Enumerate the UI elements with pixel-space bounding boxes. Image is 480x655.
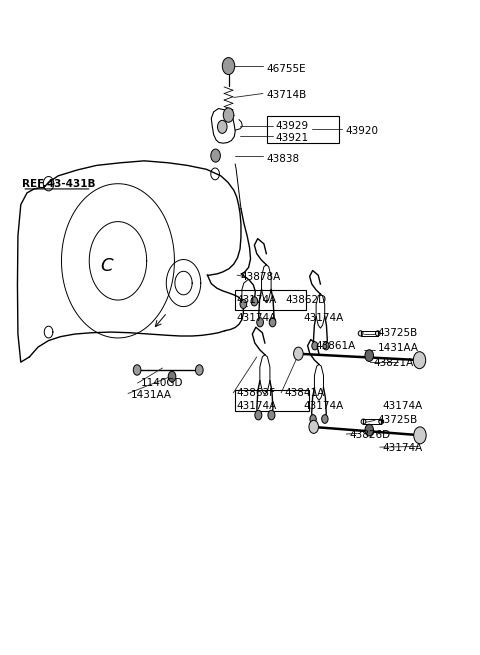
Circle shape	[414, 427, 426, 444]
Text: 43174A: 43174A	[383, 401, 423, 411]
Text: 43862D: 43862D	[286, 295, 326, 305]
Circle shape	[217, 121, 227, 134]
Text: REF.43-431B: REF.43-431B	[22, 179, 96, 189]
Text: 1431AA: 1431AA	[378, 343, 419, 354]
Text: 43841A: 43841A	[284, 388, 324, 398]
Text: 43725B: 43725B	[378, 415, 418, 425]
Circle shape	[413, 352, 426, 369]
Circle shape	[240, 299, 247, 309]
Text: 43838: 43838	[266, 154, 300, 164]
Bar	[235, 290, 306, 310]
Text: 43174A: 43174A	[236, 312, 276, 323]
Text: 43929: 43929	[276, 121, 309, 131]
Circle shape	[323, 342, 329, 350]
Ellipse shape	[358, 331, 363, 336]
Text: 43174A: 43174A	[383, 443, 423, 453]
Text: 46755E: 46755E	[266, 64, 306, 74]
Circle shape	[309, 421, 319, 434]
Circle shape	[211, 149, 220, 162]
Text: 43174A: 43174A	[303, 401, 343, 411]
Text: 43921: 43921	[276, 133, 309, 143]
Circle shape	[310, 415, 316, 423]
Text: 1431AA: 1431AA	[131, 390, 172, 400]
Circle shape	[222, 58, 235, 75]
Bar	[267, 117, 338, 143]
Circle shape	[255, 410, 262, 420]
Circle shape	[365, 350, 373, 362]
Circle shape	[251, 297, 258, 306]
Text: 43863F: 43863F	[236, 388, 275, 398]
Text: 43725B: 43725B	[378, 328, 418, 338]
Text: 43174A: 43174A	[236, 295, 276, 305]
Bar	[235, 390, 310, 411]
Circle shape	[312, 342, 318, 350]
Text: 43878A: 43878A	[240, 272, 280, 282]
Ellipse shape	[375, 331, 380, 336]
Circle shape	[268, 410, 275, 420]
Text: 1140GD: 1140GD	[141, 378, 183, 388]
Ellipse shape	[361, 419, 366, 424]
Text: 43174A: 43174A	[236, 401, 276, 411]
Circle shape	[168, 371, 176, 382]
Text: 43826D: 43826D	[349, 430, 390, 440]
Circle shape	[322, 415, 328, 423]
Ellipse shape	[379, 419, 384, 424]
Text: 43920: 43920	[345, 126, 378, 136]
Circle shape	[195, 365, 203, 375]
Circle shape	[294, 347, 303, 360]
Circle shape	[365, 424, 373, 436]
Circle shape	[269, 318, 276, 327]
Text: 43714B: 43714B	[266, 90, 307, 100]
Circle shape	[133, 365, 141, 375]
Text: 43861A: 43861A	[316, 341, 356, 351]
Text: 43174A: 43174A	[303, 312, 343, 323]
Circle shape	[257, 318, 264, 327]
Circle shape	[223, 108, 234, 122]
Text: 43821A: 43821A	[373, 358, 413, 369]
Text: C: C	[101, 257, 113, 275]
